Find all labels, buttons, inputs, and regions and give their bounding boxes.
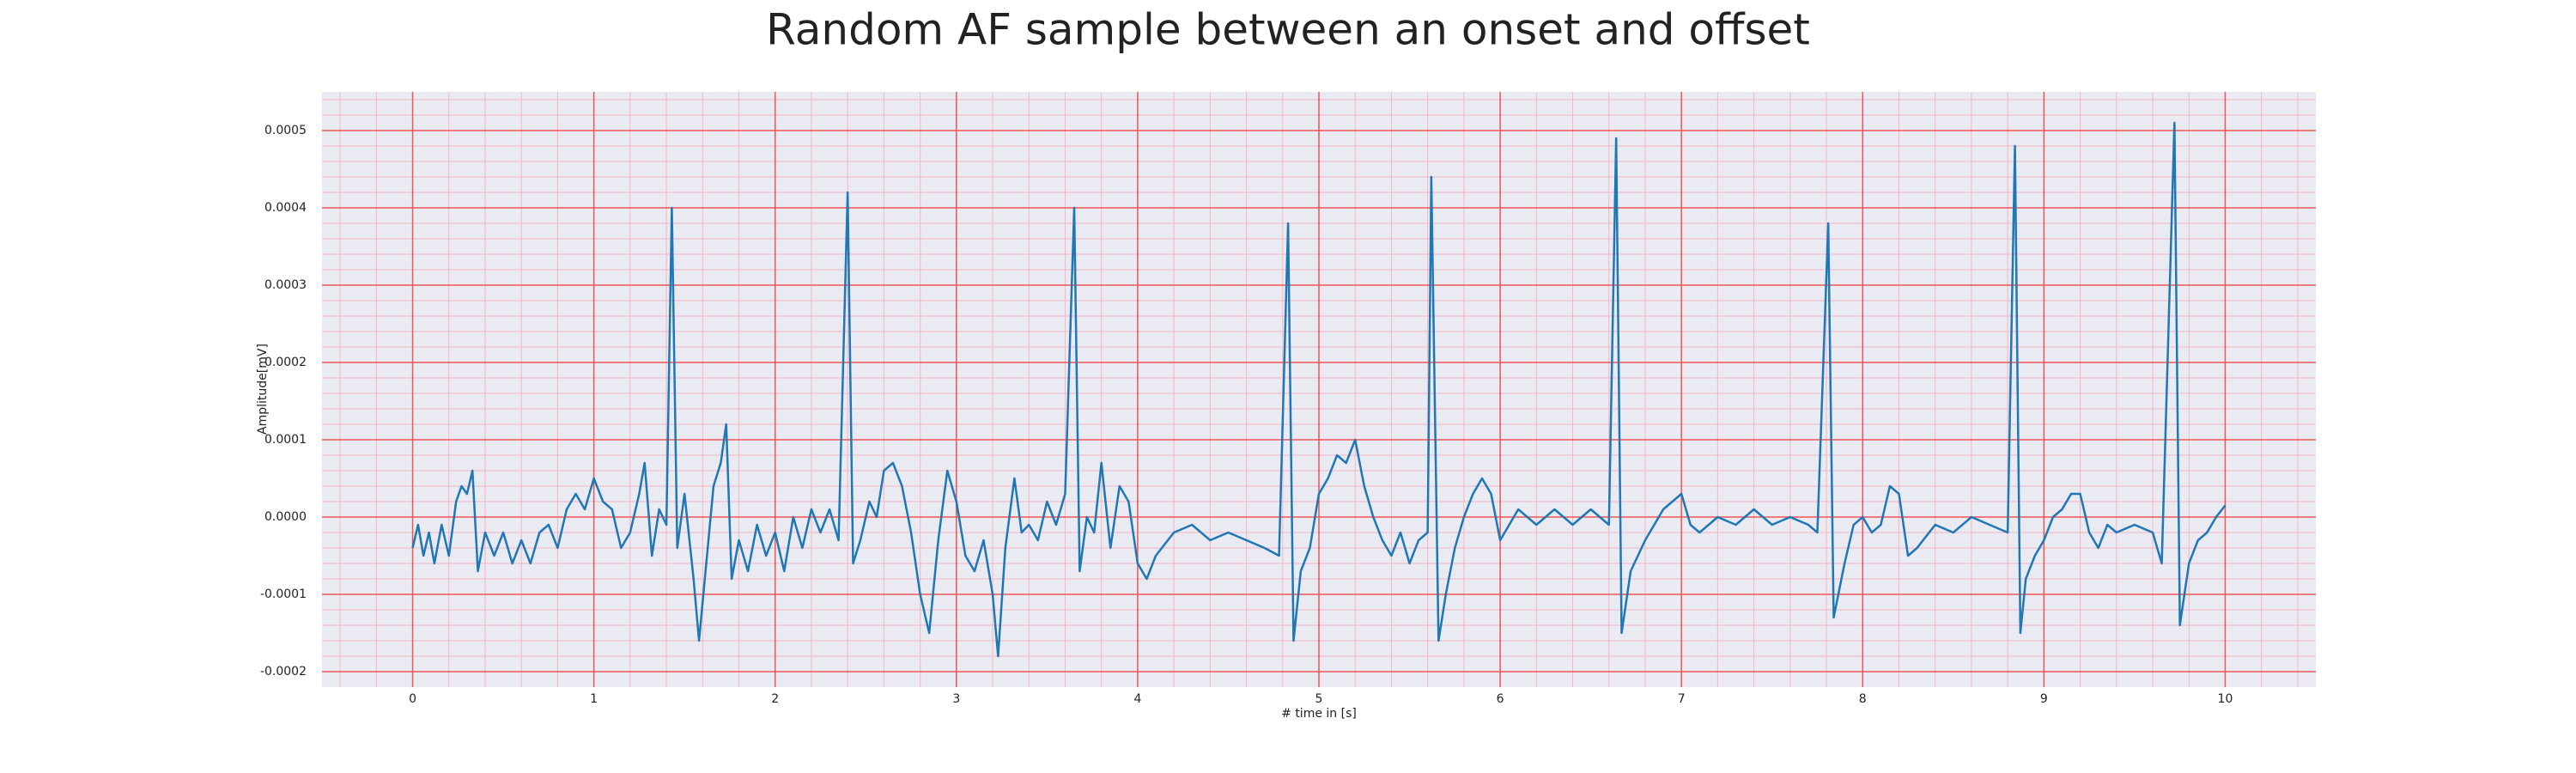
x-tick-label: 3 xyxy=(952,692,960,706)
x-tick-label: 5 xyxy=(1315,692,1323,706)
x-tick-label: 6 xyxy=(1497,692,1504,706)
x-tick-label: 9 xyxy=(2040,692,2048,706)
x-tick-label: 7 xyxy=(1678,692,1686,706)
x-tick-label: 1 xyxy=(590,692,598,706)
grid xyxy=(322,92,2316,687)
x-tick-label: 4 xyxy=(1133,692,1141,706)
y-tick-label: 0.0003 xyxy=(264,278,307,292)
y-axis-label: Amplitude[mV] xyxy=(256,344,270,435)
line-series xyxy=(411,121,2227,658)
y-tick-label: 0.0005 xyxy=(264,124,307,137)
y-tick-label: 0.0004 xyxy=(264,201,307,215)
x-tick-label: 10 xyxy=(2218,692,2233,706)
y-tick-label: -0.0002 xyxy=(260,665,307,679)
x-tick-label: 0 xyxy=(409,692,416,706)
x-tick-label: 2 xyxy=(771,692,779,706)
chart-title: Random AF sample between an onset and of… xyxy=(766,5,1810,55)
y-tick-label: 0.0002 xyxy=(264,356,307,369)
y-tick-label: -0.0001 xyxy=(260,587,307,601)
x-axis-label: # time in [s] xyxy=(1281,707,1357,721)
x-tick-label: 8 xyxy=(1859,692,1867,706)
y-tick-label: 0.0001 xyxy=(264,433,307,447)
marks xyxy=(411,121,2227,658)
y-tick-label: 0.0000 xyxy=(264,510,307,524)
